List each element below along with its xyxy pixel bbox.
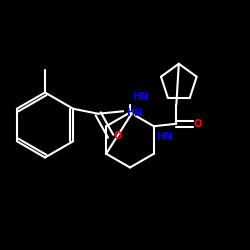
Text: HN: HN (156, 132, 172, 142)
Text: HN: HN (132, 92, 149, 102)
Text: O: O (194, 119, 202, 129)
Text: O: O (113, 131, 122, 141)
Text: HN: HN (126, 108, 142, 118)
